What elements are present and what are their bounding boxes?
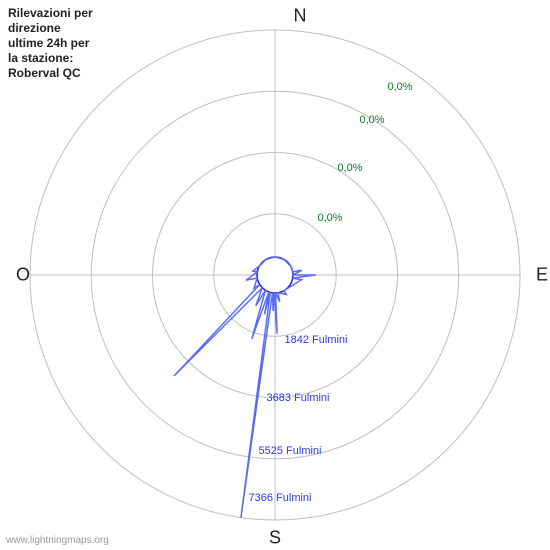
cardinal-E: E [536,265,548,286]
chart-page: Rilevazioni per direzione ultime 24h per… [0,0,550,550]
count-label-1: 3683 Fulmini [267,392,330,404]
ring-label-2: 0,0% [359,114,384,126]
ring-label-3: 0,0% [387,81,412,93]
cardinal-N: N [294,6,307,27]
ring-label-1: 0,0% [337,162,362,174]
ring-label-0: 0,0% [317,212,342,224]
cardinal-O: O [16,265,30,286]
footer-attribution: www.lightningmaps.org [6,535,109,546]
cardinal-S: S [269,528,281,549]
rose-group [174,257,316,518]
count-label-0: 1842 Fulmini [285,334,348,346]
polar-chart-svg [0,0,550,550]
count-label-3: 7366 Fulmini [249,492,312,504]
count-label-2: 5525 Fulmini [259,445,322,457]
